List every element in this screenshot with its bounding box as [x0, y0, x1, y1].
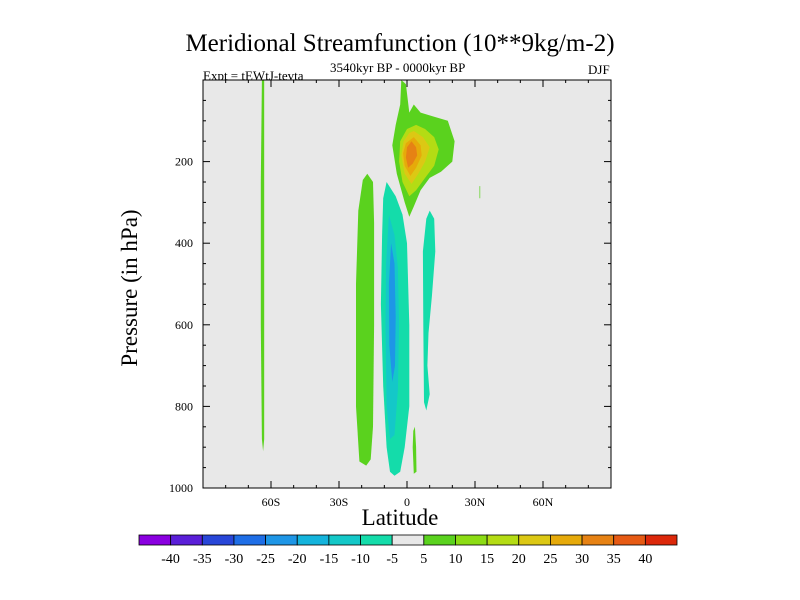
- colorbar-swatch: [486, 534, 520, 546]
- colorbar-swatch: [455, 534, 488, 546]
- colorbar-label: 30: [575, 552, 589, 567]
- colorbar-label: 15: [480, 552, 494, 567]
- colorbar-swatch: [170, 534, 203, 546]
- x-tick-label: 30S: [330, 495, 349, 509]
- contour-fills: [260, 80, 481, 476]
- streamfunction-negative-east: [422, 210, 436, 411]
- colorbar-swatch: [233, 534, 266, 546]
- colorbar-label: 35: [607, 552, 621, 567]
- colorbar-label: 40: [638, 552, 652, 567]
- y-tick-label: 400: [175, 236, 193, 250]
- streamfunction-negative-core: [388, 243, 396, 382]
- time-range-label: 3540kyr BP - 0000kyr BP: [330, 60, 466, 75]
- colorbar-label: 20: [512, 552, 526, 567]
- x-tick-label: 0: [404, 495, 410, 509]
- season-label: DJF: [588, 62, 610, 77]
- y-tick-label: 1000: [169, 481, 193, 495]
- colorbar-label: -30: [225, 552, 244, 567]
- colorbar-swatch: [201, 534, 235, 546]
- colorbar-label: -20: [288, 552, 307, 567]
- streamfunction-band-60s: [260, 80, 265, 452]
- colorbar-swatch: [518, 534, 551, 546]
- colorbar-swatch: [138, 534, 172, 546]
- colorbar-swatch: [581, 534, 615, 546]
- colorbar-swatch: [550, 534, 583, 546]
- colorbar-swatch: [296, 534, 330, 546]
- colorbar-label: 5: [420, 552, 427, 567]
- colorbar-label: -25: [256, 552, 275, 567]
- streamfunction-green-south: [412, 426, 417, 474]
- colorbar-label: -35: [193, 552, 212, 567]
- x-tick-label: 60N: [533, 495, 554, 509]
- colorbar-swatch: [360, 534, 393, 546]
- y-tick-label: 600: [175, 318, 193, 332]
- colorbar-label: -10: [351, 552, 370, 567]
- streamfunction-band-20s: [356, 173, 375, 466]
- colorbar-label: -5: [386, 552, 398, 567]
- x-axis-title: Latitude: [361, 505, 439, 530]
- colorbar-swatch: [613, 534, 646, 546]
- colorbar-swatch: [328, 534, 361, 546]
- colorbar: -40 -35 -30 -25 -20 -15 -10 -5 5 10 15 20 25 30 35 40: [138, 534, 678, 567]
- colorbar-label: 25: [543, 552, 557, 567]
- axes: 60S 30S 0 30N 60N 200 400 600 800 1000: [169, 80, 611, 509]
- streamfunction-green-speck: [479, 186, 481, 199]
- colorbar-swatch: [644, 534, 678, 546]
- colorbar-swatch: [265, 534, 298, 546]
- colorbar-label: -15: [320, 552, 339, 567]
- colorbar-swatch: [423, 534, 456, 546]
- x-tick-label: 30N: [465, 495, 486, 509]
- streamfunction-max: [405, 141, 418, 168]
- colorbar-label: -40: [161, 552, 180, 567]
- colorbar-swatch: [391, 534, 425, 546]
- experiment-label: Expt = tEWtJ-tevta: [203, 68, 304, 83]
- x-tick-label: 60S: [262, 495, 281, 509]
- chart-title: Meridional Streamfunction (10**9kg/m-2): [185, 30, 615, 57]
- y-tick-label: 200: [175, 155, 193, 169]
- colorbar-label: 10: [449, 552, 463, 567]
- y-tick-label: 800: [175, 399, 193, 413]
